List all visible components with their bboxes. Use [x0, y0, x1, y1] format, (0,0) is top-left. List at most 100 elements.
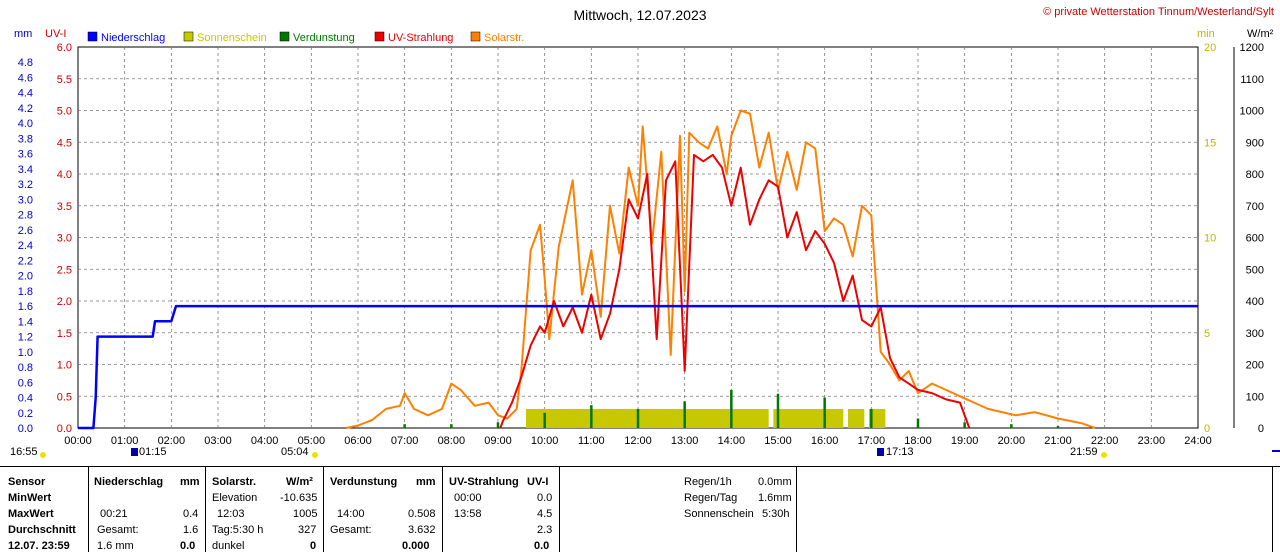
verdunstung-header: Verdunstung — [330, 476, 398, 488]
y-tick-label-wm2: 300 — [1246, 328, 1264, 340]
summary-value: 0.0mm — [758, 476, 792, 488]
series-line-uvstrahlung — [499, 153, 971, 429]
y-tick-label-mm: 3.2 — [18, 179, 33, 191]
uv-min-time: 00:00 — [454, 492, 482, 504]
sunshine-bar — [869, 408, 886, 428]
legend-label: Solarstr. — [484, 32, 524, 44]
x-tick-label: 17:00 — [858, 435, 886, 447]
legend-swatch — [279, 31, 290, 42]
axis-unit-mm: mm — [14, 28, 32, 40]
row-label: Durchschnitt — [8, 524, 76, 536]
sun-icon — [1101, 452, 1107, 458]
chart-title: Mittwoch, 12.07.2023 — [573, 7, 706, 23]
y-tick-label-uvi: 4.5 — [57, 137, 72, 149]
y-tick-label-wm2: 1200 — [1240, 42, 1264, 54]
legend-label: Verdunstung — [293, 32, 355, 44]
timeline-mark1: 01:15 — [139, 446, 167, 458]
x-tick-label: 09:00 — [484, 435, 512, 447]
table-top-rule — [0, 466, 1280, 467]
y-tick-label-uvi: 2.0 — [57, 296, 72, 308]
x-tick-label: 00:00 — [64, 435, 92, 447]
y-tick-label-mm: 3.6 — [18, 149, 33, 161]
table-divider — [442, 466, 443, 552]
y-tick-label-mm: 2.4 — [18, 240, 33, 252]
x-tick-label: 05:00 — [298, 435, 326, 447]
sunshine-bar — [773, 408, 844, 428]
y-tick-label-wm2: 600 — [1246, 233, 1264, 245]
timeline-mark4: 21:59 — [1070, 446, 1098, 458]
tick-labels: 00:00 01:00 02:00 03:00 04:00 05:00 06:00 07:00… — [18, 42, 1264, 447]
x-tick-label: 10:00 — [531, 435, 559, 447]
row-label: Sensor — [8, 476, 46, 488]
y-tick-label-wm2: 900 — [1246, 137, 1264, 149]
y-tick-label-min: 10 — [1204, 233, 1216, 245]
axis-unit-min: min — [1197, 28, 1215, 40]
x-tick-label: 20:00 — [998, 435, 1026, 447]
x-tick-label: 01:00 — [111, 435, 139, 447]
legend-swatch — [470, 31, 481, 42]
table-divider — [1272, 466, 1273, 552]
table-divider — [88, 466, 89, 552]
table-divider — [323, 466, 324, 552]
moon-icon — [131, 448, 138, 456]
y-tick-label-mm: 4.0 — [18, 118, 33, 130]
y-tick-label-mm: 1.2 — [18, 332, 33, 344]
solar-day-label: Tag:5:30 h — [212, 524, 264, 536]
y-tick-label-mm: 3.0 — [18, 194, 33, 206]
sunshine-bar — [848, 408, 865, 428]
solar-header: Solarstr. — [212, 476, 257, 488]
y-tick-label-mm: 4.6 — [18, 72, 33, 84]
axis-unit-wm2: W/m² — [1247, 28, 1274, 40]
legend: Niederschlag Sonnenschein Verdunstung UV-St… — [87, 31, 524, 44]
timeline-row: 16:55 01:15 05:04 17:13 21:59 — [0, 446, 1280, 460]
table-divider — [559, 466, 560, 552]
x-tick-label: 13:00 — [671, 435, 699, 447]
y-tick-label-wm2: 200 — [1246, 360, 1264, 372]
y-tick-label-mm: 1.4 — [18, 316, 33, 328]
niederschlag-header: Niederschlag — [94, 476, 164, 488]
timeline-mark3: 17:13 — [886, 446, 914, 458]
verdunstung-current-value: 0.000 — [402, 540, 430, 552]
summary-label: Regen/Tag — [684, 492, 738, 504]
y-tick-label-uvi: 1.0 — [57, 360, 72, 372]
solar-current-value: 0 — [310, 540, 317, 552]
timeline-left: 16:55 — [10, 446, 38, 458]
copyright-text: © private Wetterstation Tinnum/Westerlan… — [1043, 6, 1274, 18]
summary-value: 5:30h — [762, 508, 790, 520]
y-tick-label-mm: 0.4 — [18, 393, 33, 405]
summary-label: Regen/1h — [684, 476, 732, 488]
verdunstung-total-label: Gesamt: — [330, 524, 372, 536]
y-tick-label-wm2: 400 — [1246, 296, 1264, 308]
solar-unit: W/m² — [286, 476, 313, 488]
y-tick-label-wm2: 500 — [1246, 264, 1264, 276]
moon-icon — [877, 448, 884, 456]
y-tick-label-mm: 2.6 — [18, 225, 33, 237]
y-tick-label-mm: 1.6 — [18, 301, 33, 313]
niederschlag-current-value: 0.0 — [180, 540, 196, 552]
uv-current-value: 0.0 — [534, 540, 550, 552]
series-line-niederschlag — [78, 304, 1198, 430]
row-label: 12.07. 23:59 — [8, 540, 70, 552]
x-tick-label: 04:00 — [251, 435, 279, 447]
legend-label: UV-Strahlung — [388, 32, 453, 44]
series-line-solarstr — [346, 109, 1096, 429]
x-tick-label: 16:00 — [811, 435, 839, 447]
verdunstung-max-value: 0.508 — [408, 508, 436, 520]
niederschlag-unit: mm — [180, 476, 200, 488]
legend-swatch — [87, 31, 98, 42]
solar-max-value: 1005 — [293, 508, 318, 520]
x-tick-label: 07:00 — [391, 435, 419, 447]
y-tick-label-uvi: 5.0 — [57, 106, 72, 118]
x-tick-label: 08:00 — [438, 435, 466, 447]
uv-max-time: 13:58 — [454, 508, 482, 520]
niederschlag-total-value: 1.6 — [183, 524, 199, 536]
blue-marker — [1272, 450, 1280, 452]
y-tick-label-uvi: 4.0 — [57, 169, 72, 181]
table-divider — [796, 466, 797, 552]
x-tick-label: 02:00 — [158, 435, 186, 447]
table-divider — [205, 466, 206, 552]
y-tick-label-min: 15 — [1204, 137, 1216, 149]
y-tick-label-uvi: 3.5 — [57, 201, 72, 213]
legend-label: Sonnenschein — [197, 32, 267, 44]
x-tick-label: 03:00 — [204, 435, 232, 447]
